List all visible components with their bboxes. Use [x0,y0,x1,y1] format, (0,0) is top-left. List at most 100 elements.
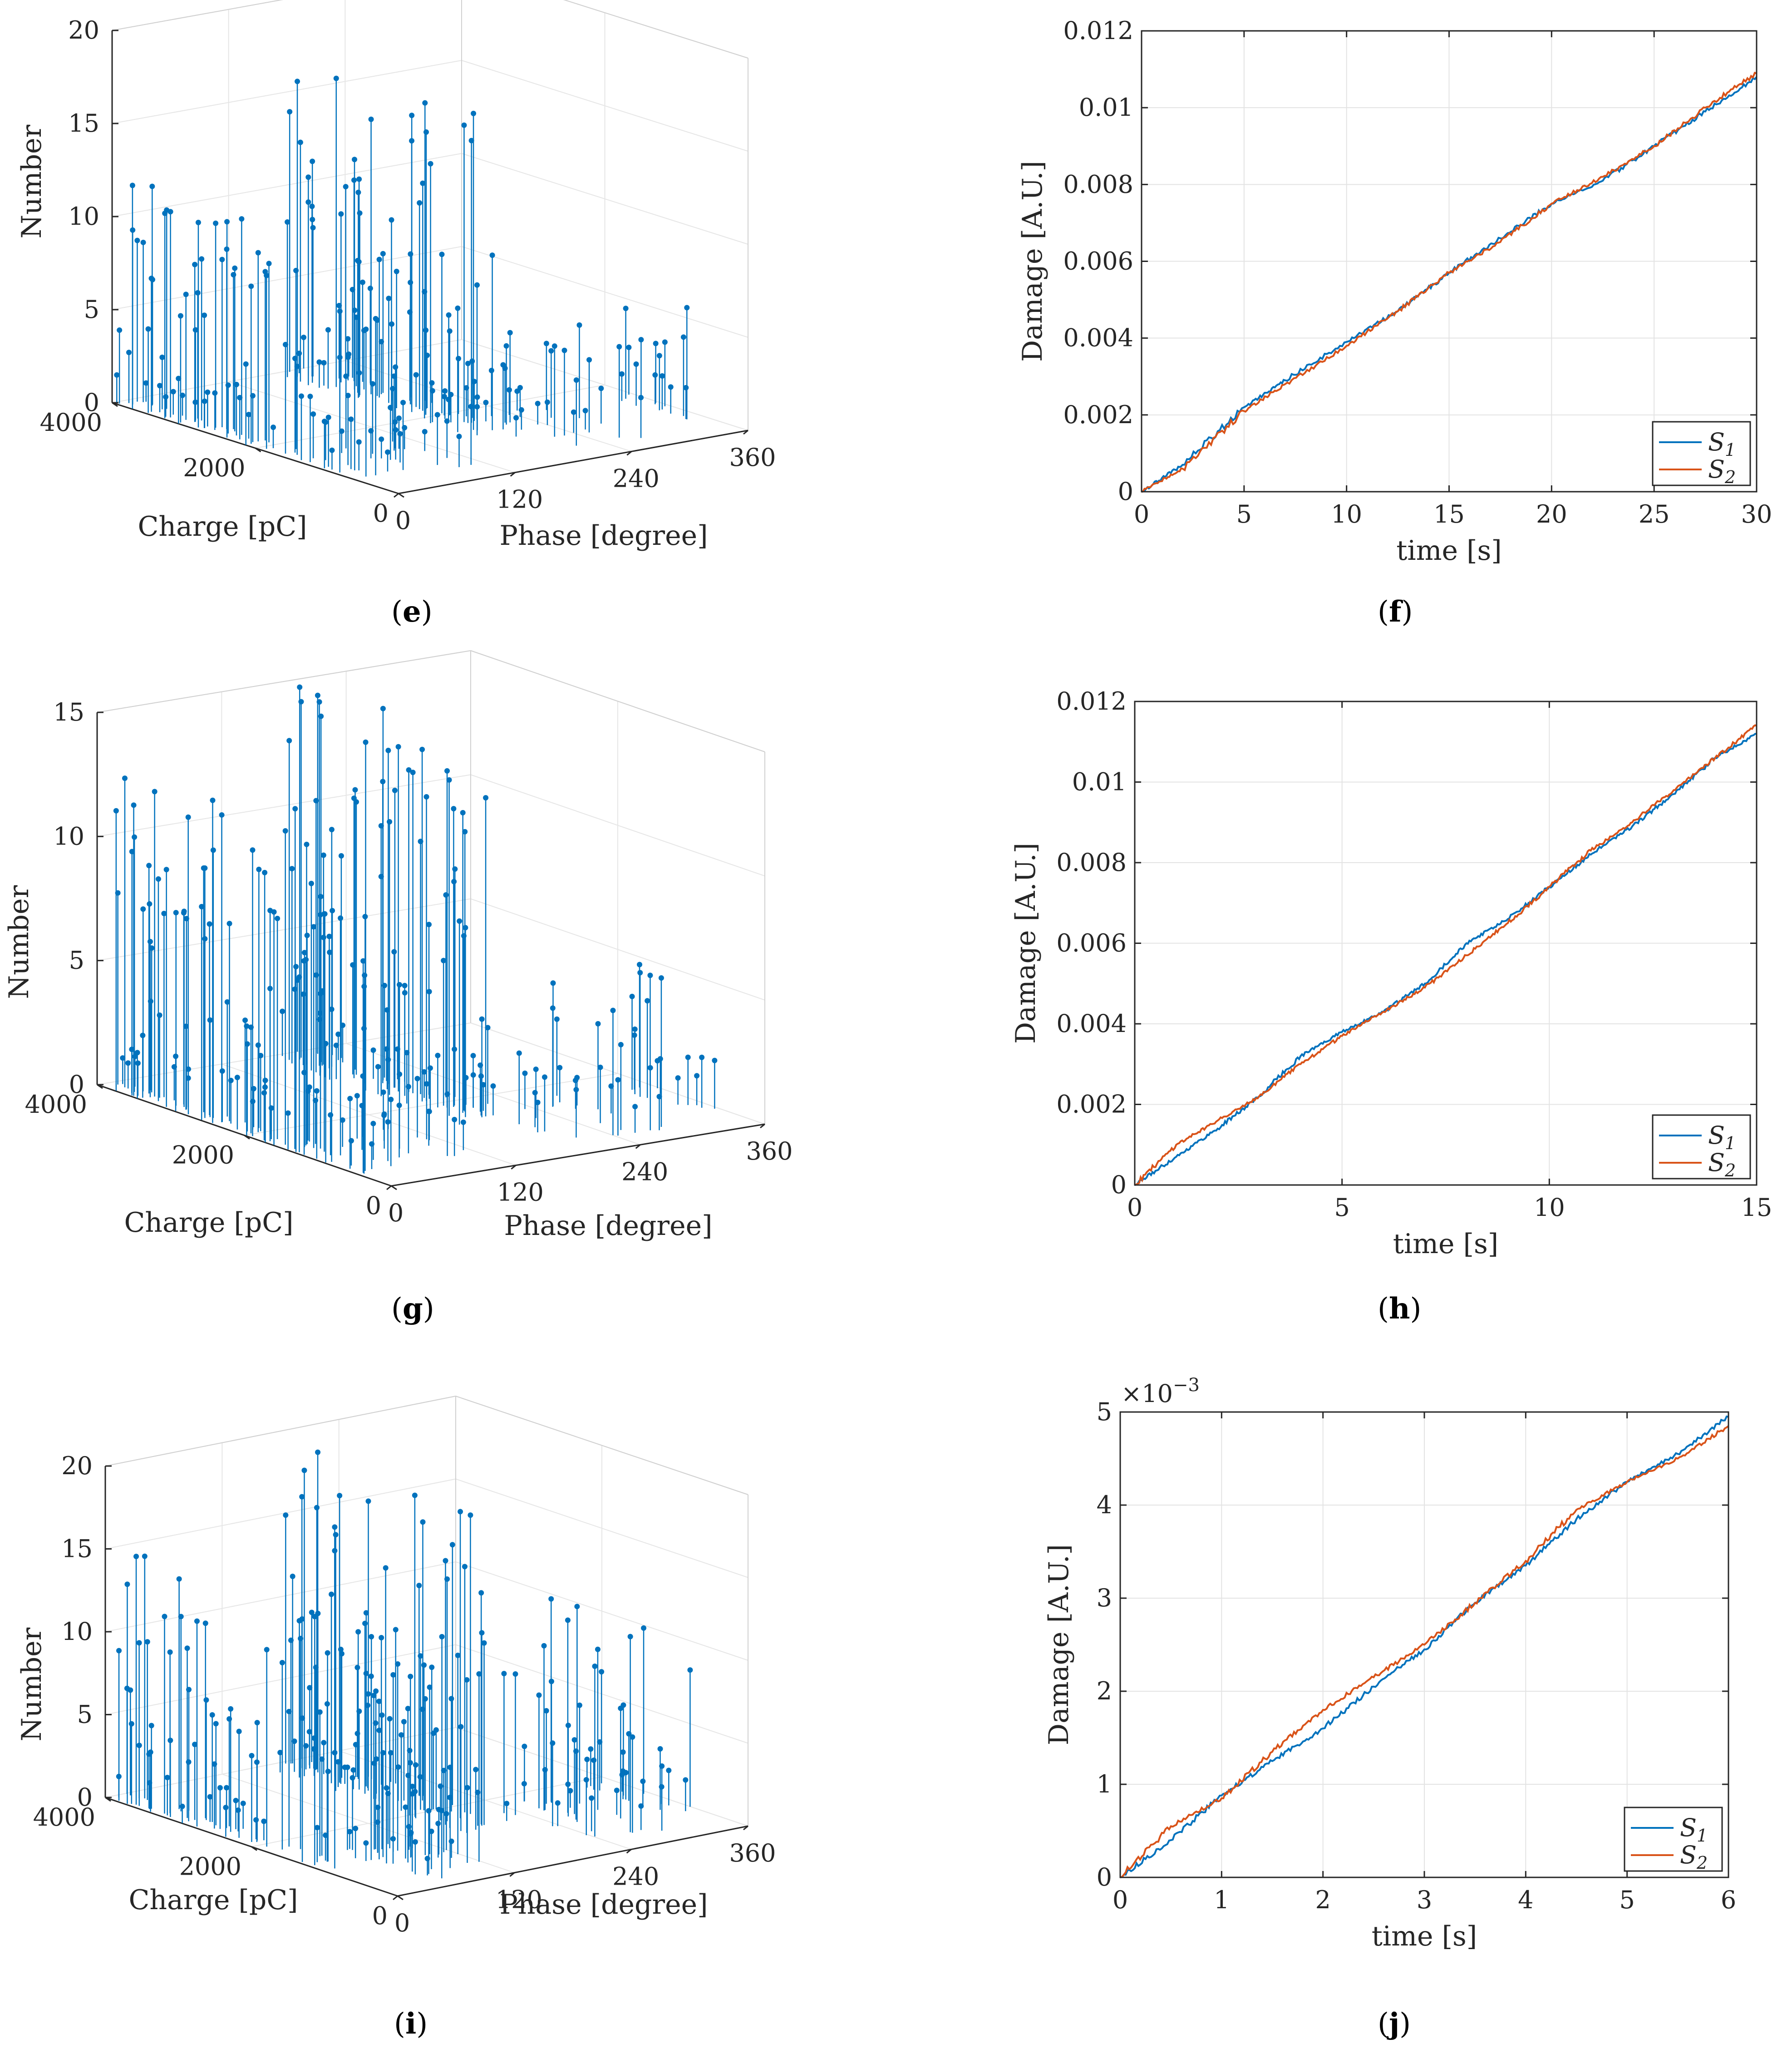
y-tick [397,1895,404,1901]
stem-marker [325,327,331,333]
stem-marker [595,1646,601,1652]
stem-marker [120,1055,126,1061]
stem-marker [178,1614,184,1619]
stem-marker [447,328,453,334]
stem-marker [565,1723,571,1728]
stem-marker [379,436,384,442]
stem-marker [657,1746,663,1752]
x-tick-label: 240 [621,1157,668,1186]
stem-marker [354,1093,360,1099]
stem-marker [224,1785,230,1791]
stem-marker [321,360,327,366]
stem-marker [202,1620,208,1626]
x-axis-line [397,1825,748,1897]
stem-marker [243,361,249,367]
stem-marker [351,795,357,801]
x-tick-label: 0 [388,1199,404,1227]
y-tick-label: 5 [1097,1397,1112,1426]
stem-marker [504,1801,510,1807]
stem-marker [458,1509,463,1515]
x-axis-label: Phase [degree] [504,1210,713,1242]
stem-marker [435,1821,441,1827]
stem-marker [656,1094,662,1100]
stem-marker [376,1698,382,1704]
stem-marker [325,415,331,420]
stem-marker [314,1505,320,1511]
stem-marker [457,918,463,924]
stem-marker [479,1630,485,1636]
z-gridline [105,1561,456,1632]
stem-marker [645,998,650,1004]
stem-marker [362,1620,368,1626]
stem-marker [481,1640,487,1646]
x-tick-label: 360 [746,1137,793,1165]
stem-marker [591,1758,597,1763]
stem-marker [176,375,182,381]
z-tick-label: 20 [68,16,99,44]
stem-marker [207,921,212,927]
stem-marker [647,1065,653,1071]
stem-marker [452,866,458,872]
stem-marker [181,908,187,914]
z-tick-label: 15 [53,698,84,726]
y-tick-label: 2 [1097,1677,1112,1705]
stem-marker [385,1119,391,1125]
stem-marker [236,1728,242,1734]
stem-marker [373,316,379,321]
z-tick-label: 15 [61,1535,93,1563]
stem-marker [476,1671,482,1677]
stem-marker [712,1057,718,1063]
stem-marker [345,354,351,360]
stem-marker [464,1677,470,1683]
stem-marker [239,216,245,222]
stem-marker [146,863,152,869]
stem-marker [408,1674,414,1679]
stem-marker [567,1788,573,1794]
y-tick-label: 0 [373,499,389,528]
stem-marker [345,336,351,342]
x-tick [509,1872,515,1877]
stem-marker [301,1070,307,1076]
stem-marker [162,1614,167,1619]
stem-marker [518,407,524,413]
stem-marker [355,1629,361,1635]
stem-marker [381,1111,387,1117]
stem-marker [572,1077,578,1083]
stem-marker [406,1824,412,1830]
x-tick-label: 15 [1433,500,1465,528]
stem-marker [219,812,225,818]
panel-label-e: (e) [391,595,433,629]
stem-marker [231,272,236,278]
stem-marker [297,139,303,145]
y-tick-label: 0.012 [1056,687,1127,716]
stem-marker [152,789,158,795]
x-axis-line [398,430,748,494]
stem-marker [420,180,426,186]
stem-marker [294,363,300,369]
stem-marker [327,949,333,955]
y-tick-label: 1 [1097,1770,1112,1798]
stem-marker [421,1662,427,1668]
stem-marker [490,1083,496,1089]
stem-marker [212,390,218,396]
stem-marker [485,1025,491,1031]
stem-marker [267,986,273,992]
stem-marker [391,949,397,955]
stem-marker [412,1839,418,1845]
stem-marker [595,1021,601,1027]
stem-marker [194,1618,200,1624]
stem-marker [652,372,658,378]
y-tick-label: 2000 [172,1141,234,1170]
stem-marker [368,1674,374,1679]
stem-marker [254,1720,260,1726]
x-tick-label: 5 [1334,1193,1349,1222]
stem-marker [448,1838,454,1844]
x-axis-line [391,1123,765,1187]
stem-marker [657,1056,663,1062]
x-tick-label: 360 [729,1839,776,1867]
x-tick-label: 5 [1236,500,1252,528]
legend-box [1652,421,1751,486]
stem-marker [315,1449,321,1455]
stem-marker [338,915,344,921]
y-tick-label: 4000 [33,1803,95,1832]
